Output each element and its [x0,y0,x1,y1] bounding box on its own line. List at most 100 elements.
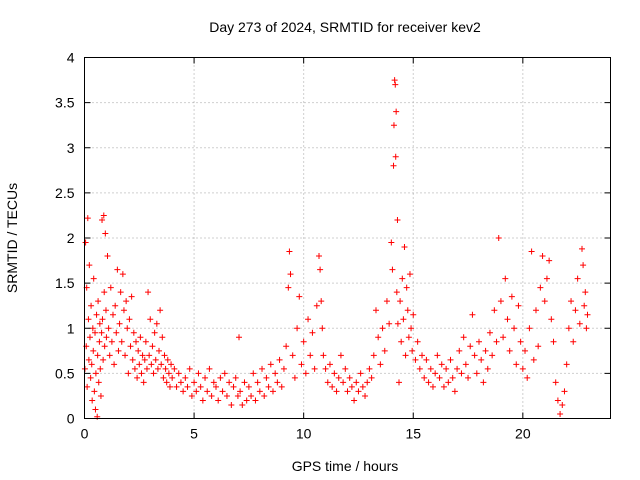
data-point [84,215,91,222]
data-point [530,356,537,363]
data-point [342,365,349,372]
data-point [410,311,417,318]
data-point [158,361,165,368]
y-tick-label: 3.5 [55,95,75,111]
data-point [535,343,542,350]
data-point [515,302,522,309]
data-point [182,374,189,381]
data-point [287,271,294,278]
data-point [396,379,403,386]
data-point [449,374,456,381]
data-point [445,379,452,386]
data-point [493,338,500,345]
data-point [289,352,296,359]
data-point [563,361,570,368]
data-point [91,388,98,395]
data-point [184,383,191,390]
data-point [113,329,120,336]
data-point [125,370,132,377]
data-point [402,352,409,359]
data-point [127,343,134,350]
data-point [84,383,91,390]
data-point [500,334,507,341]
data-point [177,379,184,386]
data-point [541,298,548,305]
data-point [173,383,180,390]
data-point [140,379,147,386]
data-point [296,293,303,300]
data-point [115,347,122,354]
data-point [123,298,130,305]
data-point [87,374,94,381]
data-point [404,307,411,314]
data-point [276,356,283,363]
data-point [147,316,154,323]
data-point [528,248,535,255]
data-point [285,284,292,291]
data-point [429,383,436,390]
data-point [149,343,156,350]
data-point [85,316,92,323]
data-point [326,361,333,368]
data-point [451,388,458,395]
y-axis-title: SRMTID / TECUs [4,183,20,293]
data-point [403,284,410,291]
data-point [469,311,476,318]
data-point [337,352,344,359]
data-point [307,352,314,359]
data-point [319,325,326,332]
data-point [165,370,172,377]
data-point [148,361,155,368]
data-point [95,379,102,386]
data-point [280,365,287,372]
data-point [517,338,524,345]
data-point [467,343,474,350]
data-point [197,383,204,390]
data-point [495,235,502,241]
data-point [548,316,555,323]
x-tick-label: 5 [190,426,198,442]
data-point [204,388,211,395]
data-point [580,262,587,269]
data-point [138,370,145,377]
data-point [221,370,228,377]
data-point [162,365,169,372]
data-point [274,379,281,386]
data-point [425,379,432,386]
data-point [408,325,415,332]
data-point [565,325,572,332]
y-tick-label: 0 [67,411,75,427]
data-point [104,253,111,260]
data-point [133,338,140,345]
data-point [82,239,89,246]
data-point [129,356,136,363]
data-point [489,352,496,359]
data-point [584,311,591,318]
data-point [215,397,222,404]
data-point [237,388,244,395]
data-point [362,392,369,399]
data-point [532,307,539,314]
data-point [506,347,513,354]
data-point [234,392,241,399]
data-point [86,262,93,269]
x-axis-ticks: 0 5 10 15 20 [81,57,531,442]
data-point [484,365,491,372]
data-point [524,374,531,381]
data-point [491,307,498,314]
data-point [248,392,255,399]
data-point [454,365,461,372]
data-point [391,77,398,84]
data-point [419,352,426,359]
data-point [88,361,95,368]
data-point [397,298,404,305]
data-point [263,374,270,381]
data-point [392,153,399,160]
data-point [254,379,261,386]
data-point [97,392,104,399]
data-point [447,356,454,363]
data-point [135,347,142,354]
data-point [379,325,386,332]
data-point [302,370,309,377]
data-point [124,325,131,332]
